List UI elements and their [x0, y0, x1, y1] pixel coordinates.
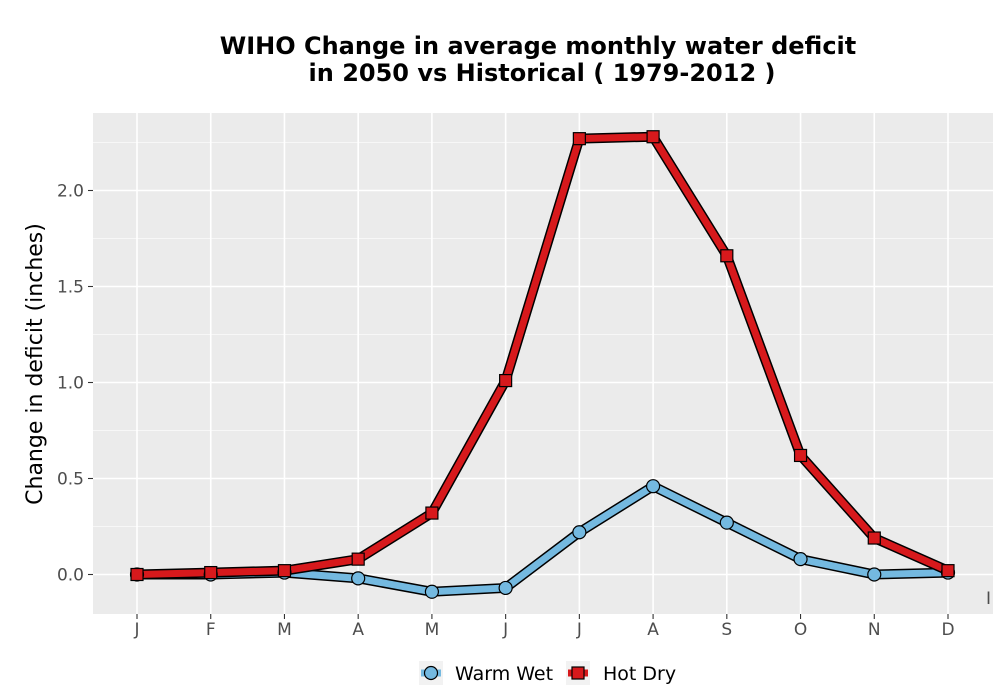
chart-title-line1: WIHO Change in average monthly water def…: [220, 32, 857, 60]
point-warm-wet: [719, 515, 734, 530]
point-warm-wet: [572, 525, 587, 540]
point-hot-dry: [277, 564, 292, 578]
x-tick-label: J: [576, 620, 582, 640]
x-tick-label: J: [133, 620, 139, 640]
x-tick-label: O: [794, 620, 807, 640]
legend-label-hot-dry: Hot Dry: [603, 663, 676, 685]
point-warm-wet: [424, 584, 440, 599]
y-tick-label: 2.0: [57, 182, 84, 202]
point-hot-dry: [941, 564, 955, 578]
chart-title-line2: in 2050 vs Historical ( 1979-2012 ): [309, 59, 776, 87]
x-tick-label: D: [941, 620, 954, 640]
point-hot-dry: [646, 130, 660, 144]
legend: Warm Wet Hot Dry: [419, 661, 676, 685]
point-hot-dry: [499, 373, 513, 388]
series-lines: [136, 131, 951, 597]
y-tick-label: 1.0: [57, 374, 84, 394]
point-warm-wet: [793, 552, 808, 567]
x-tick-label: J: [502, 620, 508, 640]
point-hot-dry: [720, 249, 734, 263]
legend-marker-warm-wet: [423, 665, 439, 681]
legend-label-warm-wet: Warm Wet: [455, 663, 553, 685]
x-tick-label: A: [647, 620, 659, 640]
y-axis-ticks: 0.0 0.5 1.0 1.5 2.0: [57, 182, 93, 586]
plot-panel: [93, 113, 993, 614]
point-hot-dry: [130, 567, 144, 582]
point-warm-wet: [498, 580, 513, 596]
x-tick-label: A: [352, 620, 364, 640]
point-hot-dry: [793, 448, 808, 463]
point-hot-dry: [572, 132, 586, 146]
point-hot-dry: [204, 565, 218, 580]
y-tick-label: 1.5: [57, 278, 84, 298]
point-hot-dry: [425, 506, 439, 520]
x-tick-label: N: [868, 620, 881, 640]
x-tick-label: M: [277, 620, 292, 640]
y-axis-label: Change in deficit (inches): [23, 223, 48, 505]
point-warm-wet: [351, 571, 366, 586]
series-line-hot-dry: [136, 133, 950, 578]
point-warm-wet: [867, 567, 882, 582]
point-warm-wet: [645, 479, 661, 494]
edge-label: I: [986, 589, 991, 609]
legend-marker-hot-dry: [571, 666, 585, 680]
point-hot-dry: [867, 531, 881, 545]
y-tick-label: 0.5: [57, 470, 84, 490]
y-tick-label: 0.0: [57, 566, 84, 586]
x-tick-label: M: [425, 620, 440, 640]
point-hot-dry: [351, 552, 365, 566]
x-tick-label: F: [206, 620, 216, 640]
x-tick-label: S: [721, 620, 732, 640]
series-markers: [129, 130, 956, 599]
